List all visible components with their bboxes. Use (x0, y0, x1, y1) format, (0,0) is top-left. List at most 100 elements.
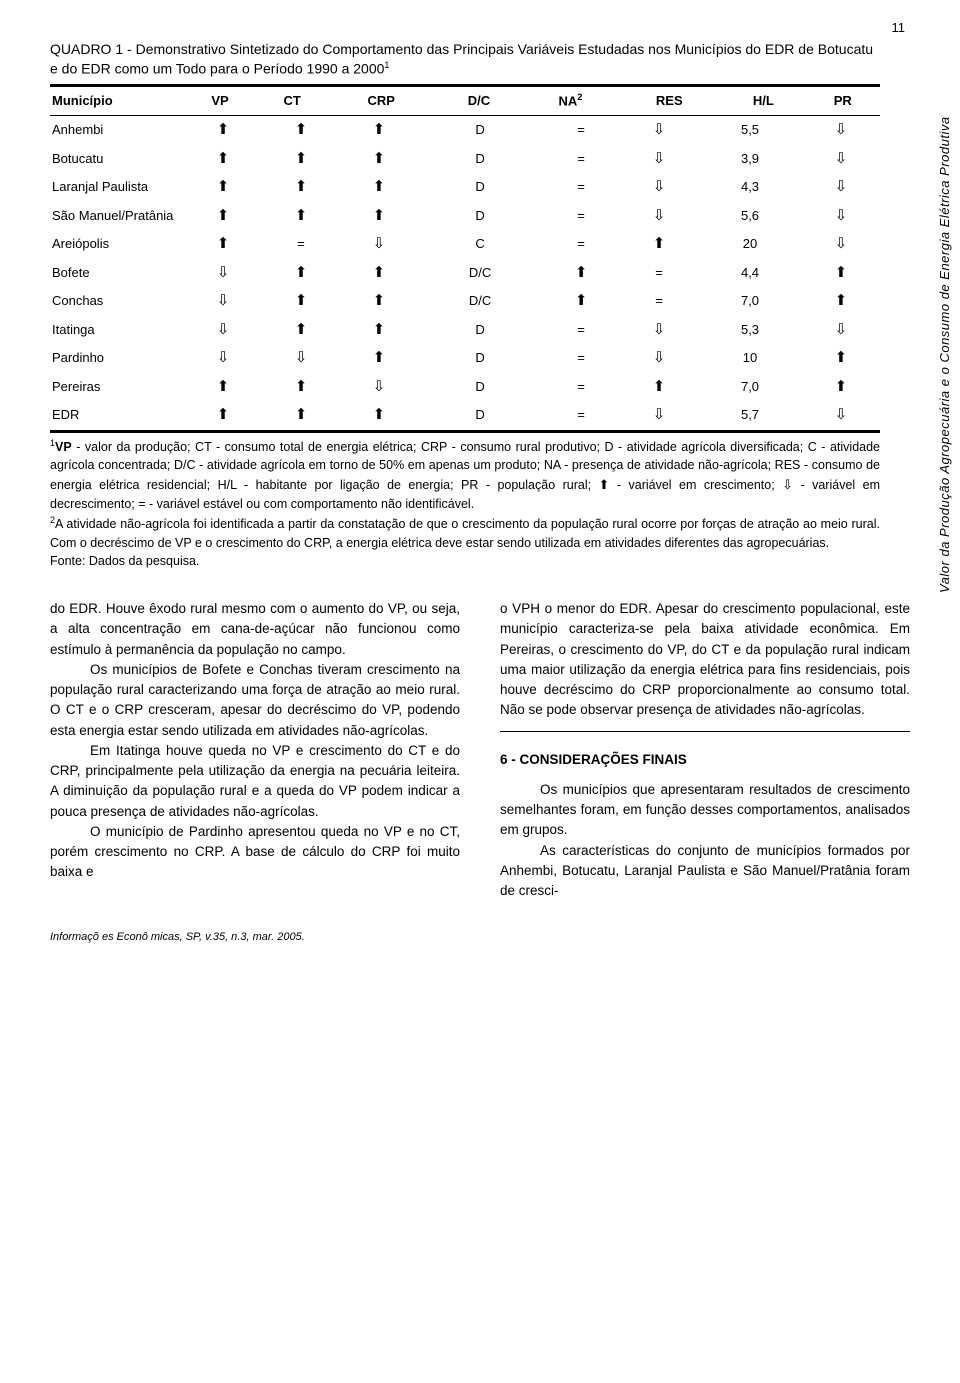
cell (184, 401, 262, 430)
cell: = (542, 116, 620, 145)
municipio-cell: Conchas (50, 287, 184, 316)
cell (802, 173, 880, 202)
cell (802, 373, 880, 402)
arrow-down-icon (835, 179, 848, 194)
arrow-down-icon (835, 322, 848, 337)
arrow-up-icon (295, 265, 308, 280)
cell: 7,0 (698, 373, 802, 402)
para-l3: Em Itatinga houve queda no VP e crescime… (50, 741, 460, 822)
municipio-cell: Laranjal Paulista (50, 173, 184, 202)
page-footer: Informaçõ es Econô micas, SP, v.35, n.3,… (50, 931, 910, 943)
col-header: D/C (434, 87, 523, 115)
arrow-up-icon (217, 236, 230, 251)
cell: D (418, 145, 542, 174)
cell (620, 373, 698, 402)
cell (340, 316, 418, 345)
cell: = (542, 173, 620, 202)
cell: 7,0 (698, 287, 802, 316)
para-r3: As características do conjunto de municí… (500, 841, 910, 902)
cell (340, 259, 418, 288)
arrow-down-icon (653, 407, 666, 422)
cell (620, 344, 698, 373)
cell (340, 145, 418, 174)
cell: 3,9 (698, 145, 802, 174)
cell (262, 316, 340, 345)
municipio-cell: Anhembi (50, 116, 184, 145)
cell (340, 230, 418, 259)
municipio-cell: São Manuel/Pratânia (50, 202, 184, 231)
cell (184, 173, 262, 202)
para-l4: O município de Pardinho apresentou queda… (50, 822, 460, 883)
cell (620, 230, 698, 259)
arrow-up-icon (835, 350, 848, 365)
table-row: ItatingaD=5,3 (50, 316, 880, 345)
cell: = (542, 230, 620, 259)
arrow-up-icon (835, 379, 848, 394)
cell: D (418, 116, 542, 145)
arrow-down-icon (653, 208, 666, 223)
cell: D (418, 401, 542, 430)
arrow-up-icon (295, 293, 308, 308)
arrow-down-icon (835, 407, 848, 422)
cell: C (418, 230, 542, 259)
cell: 20 (698, 230, 802, 259)
table-row: BotucatuD=3,9 (50, 145, 880, 174)
arrow-down-icon (373, 236, 386, 251)
rule-bottom (50, 430, 880, 433)
cell (340, 344, 418, 373)
cell (620, 145, 698, 174)
cell (262, 344, 340, 373)
col-header: RES (617, 87, 721, 115)
title-text: Demonstrativo Sintetizado do Comportamen… (50, 41, 873, 77)
table-row: BofeteD/C=4,4 (50, 259, 880, 288)
cell (262, 173, 340, 202)
cell (620, 116, 698, 145)
col-header: CRP (328, 87, 434, 115)
arrow-up-icon (217, 122, 230, 137)
col-header: VP (184, 87, 256, 115)
cell (802, 316, 880, 345)
arrow-up-icon (217, 407, 230, 422)
municipio-cell: EDR (50, 401, 184, 430)
arrow-up-icon (373, 322, 386, 337)
cell (340, 287, 418, 316)
cell (184, 116, 262, 145)
table-row: AnhembiD=5,5 (50, 116, 880, 145)
cell: = (542, 401, 620, 430)
cell (262, 373, 340, 402)
cell: = (620, 259, 698, 288)
cell: 4,3 (698, 173, 802, 202)
arrow-down-icon (217, 322, 230, 337)
cell (802, 344, 880, 373)
cell: 5,7 (698, 401, 802, 430)
arrow-up-icon (295, 407, 308, 422)
col-header: NA2 (524, 87, 618, 115)
cell (802, 116, 880, 145)
cell (620, 316, 698, 345)
cell: 4,4 (698, 259, 802, 288)
cell (340, 116, 418, 145)
arrow-up-icon (653, 379, 666, 394)
sidebar-title: Valor da Produção Agropecuária e o Consu… (937, 80, 952, 630)
cell (340, 202, 418, 231)
para-r1: o VPH o menor do EDR. Apesar do crescime… (500, 599, 910, 721)
arrow-up-icon (217, 179, 230, 194)
municipio-cell: Areiópolis (50, 230, 184, 259)
arrow-up-icon (835, 265, 848, 280)
left-column: do EDR. Houve êxodo rural mesmo com o au… (50, 599, 460, 901)
col-header: H/L (721, 87, 805, 115)
cell (184, 344, 262, 373)
cell (802, 287, 880, 316)
arrow-down-icon (835, 208, 848, 223)
cell (620, 173, 698, 202)
title-prefix: QUADRO 1 - (50, 41, 136, 57)
table-row: PardinhoD=10 (50, 344, 880, 373)
arrow-up-icon (217, 208, 230, 223)
cell (340, 373, 418, 402)
cell: = (542, 344, 620, 373)
cell (802, 401, 880, 430)
arrow-down-icon (653, 322, 666, 337)
arrow-up-icon (373, 350, 386, 365)
cell (262, 259, 340, 288)
cell (184, 287, 262, 316)
